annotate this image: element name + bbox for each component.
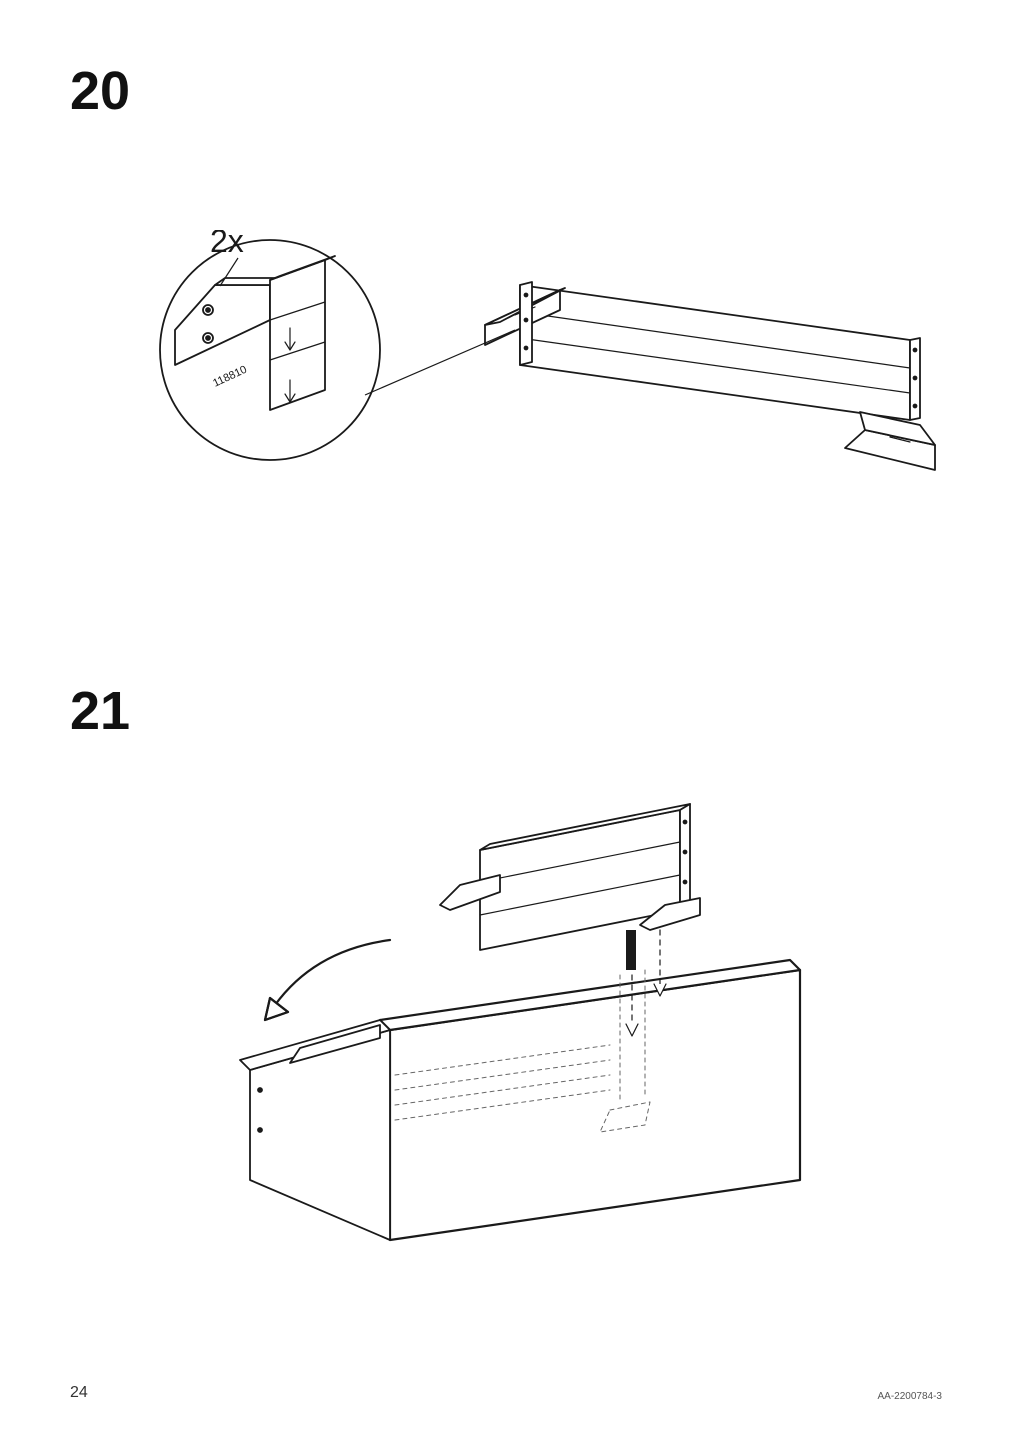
magnifier-callout: 118810 2x [160,230,515,460]
step-20-svg: 118810 2x [120,230,940,530]
quantity-label: 2x [210,230,244,259]
step-21-diagram [180,780,840,1260]
document-code: AA-2200784-3 [878,1391,943,1402]
step-21-number: 21 [70,680,130,742]
page-number: 24 [70,1384,88,1402]
step-20-diagram: 118810 2x [120,230,940,530]
instruction-page: 20 21 [0,0,1012,1432]
rail-assembly [485,282,935,470]
step-20-number: 20 [70,60,130,122]
step-21-svg [180,780,840,1260]
